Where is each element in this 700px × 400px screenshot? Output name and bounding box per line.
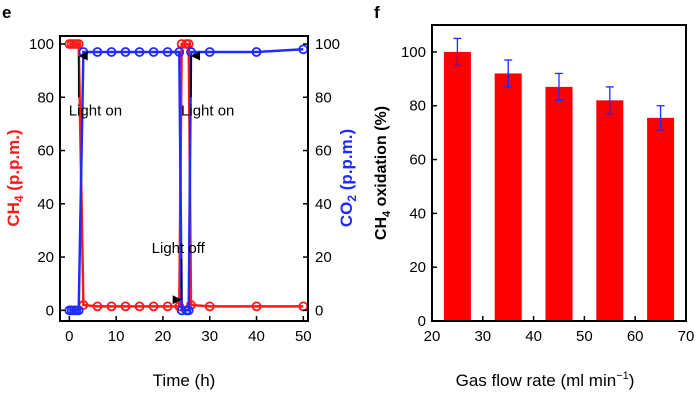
panel-f-y-axis: 0 20 40 60 80 100 — [401, 44, 437, 330]
x-tick-label: 30 — [474, 328, 491, 345]
data-point-co2 — [183, 305, 194, 316]
panel-e-frame — [59, 35, 309, 322]
panel-e-annotations: Light on Light on Light off — [69, 51, 234, 305]
data-point-co2 — [73, 305, 84, 316]
bar — [545, 86, 573, 322]
panel-e-right-axis: 0 20 40 60 80 100 — [303, 36, 340, 319]
left-y-tick-label: 80 — [37, 89, 54, 106]
data-point-ch4 — [162, 301, 173, 312]
data-point-ch4 — [120, 301, 131, 312]
x-tick-label: 30 — [201, 328, 218, 345]
bar — [494, 73, 522, 321]
data-point-ch4 — [204, 301, 215, 312]
svg-text:CO2 (p.p.m.): CO2 (p.p.m.) — [337, 129, 359, 227]
right-y-tick-label: 100 — [315, 36, 340, 53]
panel-f-plot — [443, 37, 675, 322]
bar — [596, 100, 624, 321]
panel-e-label: e — [2, 3, 11, 22]
data-point-ch4 — [148, 301, 159, 312]
right-y-tick-label: 20 — [315, 249, 332, 266]
y-tick-label: 80 — [409, 98, 426, 115]
right-y-tick-label: 80 — [315, 89, 332, 106]
panel-f-y-axis-title: CH4 oxidation (%) — [373, 106, 393, 240]
x-tick-label: 70 — [678, 328, 695, 345]
y-tick-label: 60 — [409, 152, 426, 169]
data-point-ch4 — [251, 301, 262, 312]
panel-f-x-axis: 20 30 40 50 60 70 — [424, 316, 695, 345]
series-line-ch4 — [69, 42, 304, 308]
left-y-tick-label: 40 — [37, 196, 54, 213]
panel-e-left-axis-title: CH4 (p.p.m.) — [4, 129, 26, 226]
data-point-co2 — [176, 305, 187, 316]
left-y-tick-label: 60 — [37, 143, 54, 160]
right-y-tick-label: 60 — [315, 143, 332, 160]
panel-f-frame — [431, 24, 687, 322]
panel-e-x-axis: 0 10 20 30 40 50 — [65, 316, 312, 345]
y-tick-label: 100 — [401, 44, 426, 61]
x-tick-label: 40 — [248, 328, 265, 345]
series-line-co2 — [69, 48, 304, 312]
x-tick-label: 20 — [155, 328, 172, 345]
y-tick-label: 40 — [409, 205, 426, 222]
data-point-co2 — [174, 47, 185, 57]
annotation-label: Light off — [152, 240, 206, 257]
left-y-tick-label: 0 — [46, 302, 54, 319]
x-tick-label: 0 — [65, 328, 73, 345]
x-tick-label: 60 — [627, 328, 644, 345]
left-y-tick-label: 100 — [29, 36, 54, 53]
svg-text:CH4 oxidation (%): CH4 oxidation (%) — [373, 106, 393, 240]
data-point-co2 — [106, 47, 117, 57]
y-tick-label: 20 — [409, 259, 426, 276]
panel-f-x-axis-title: Gas flow rate (ml min−1) — [456, 370, 635, 390]
right-y-tick-label: 0 — [315, 302, 323, 319]
x-tick-label: 40 — [525, 328, 542, 345]
x-tick-label: 10 — [108, 328, 125, 345]
panel-f-label: f — [374, 3, 380, 22]
data-point-co2 — [162, 47, 173, 57]
data-point-ch4 — [106, 301, 117, 312]
data-point-ch4 — [73, 39, 84, 49]
panel-e-plot — [64, 39, 309, 316]
data-point-co2 — [251, 47, 262, 57]
right-y-tick-label: 40 — [315, 196, 332, 213]
data-point-ch4 — [92, 301, 103, 312]
annotation-label: Light on — [181, 102, 234, 119]
data-point-co2 — [204, 47, 215, 57]
svg-text:CH4 (p.p.m.): CH4 (p.p.m.) — [4, 129, 26, 226]
data-point-co2 — [148, 47, 159, 57]
panel-e-right-axis-title: CO2 (p.p.m.) — [337, 129, 359, 227]
bar — [443, 51, 471, 322]
y-tick-label: 0 — [418, 313, 426, 330]
x-tick-label: 50 — [295, 328, 312, 345]
x-tick-label: 50 — [576, 328, 593, 345]
data-point-co2 — [120, 47, 131, 57]
data-point-co2 — [92, 47, 103, 57]
panel-e-left-axis: 0 20 40 60 80 100 — [29, 36, 65, 319]
panel-e-x-axis-title: Time (h) — [153, 371, 216, 390]
annotation-label: Light on — [69, 102, 122, 119]
x-tick-label: 20 — [424, 328, 441, 345]
data-point-co2 — [134, 47, 145, 57]
data-point-ch4 — [134, 301, 145, 312]
left-y-tick-label: 20 — [37, 249, 54, 266]
bar — [647, 117, 675, 321]
